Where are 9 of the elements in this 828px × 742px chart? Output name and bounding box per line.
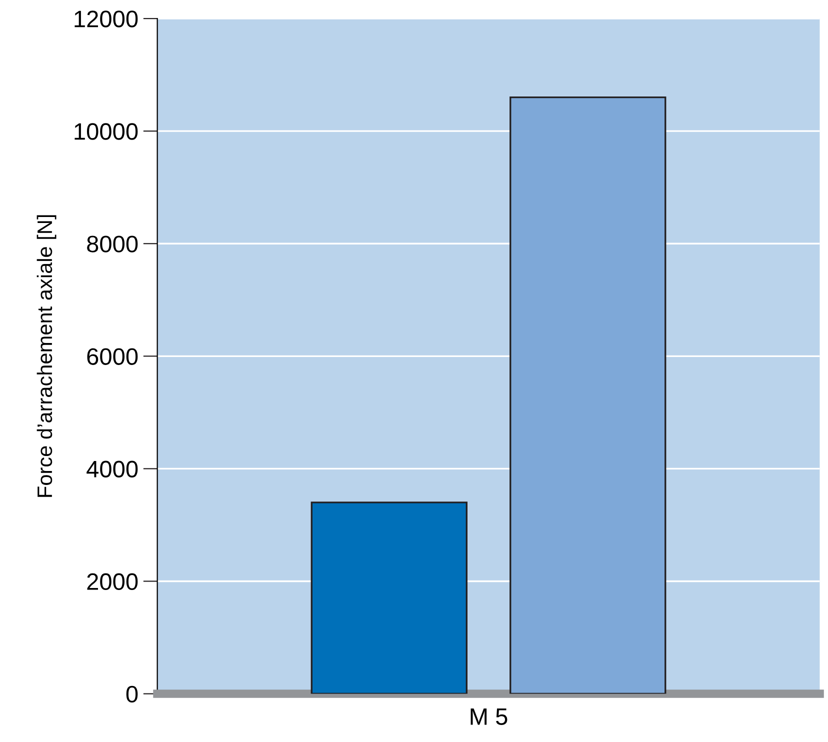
x-tick-label: M 5 bbox=[470, 708, 508, 725]
y-tick-label: 2000 bbox=[87, 573, 138, 590]
y-tick-label: 8000 bbox=[87, 236, 138, 252]
y-tick-label: 0 bbox=[126, 686, 138, 703]
y-axis-title: Force d’arrachement axiale [N] bbox=[36, 215, 56, 497]
y-tick-label: 6000 bbox=[87, 348, 138, 365]
y-tick-label: 12000 bbox=[74, 10, 138, 28]
y-tick-label: 10000 bbox=[74, 123, 138, 140]
y-tick-label: 4000 bbox=[86, 460, 138, 478]
